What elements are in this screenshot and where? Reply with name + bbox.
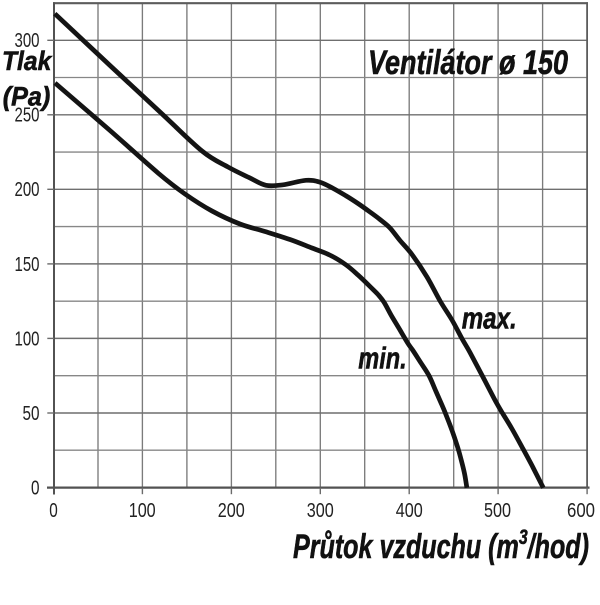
svg-text:(Pa): (Pa) xyxy=(3,81,51,111)
svg-text:Průtok vzduchu (m3/hod): Průtok vzduchu (m3/hod) xyxy=(293,525,589,566)
svg-text:100: 100 xyxy=(129,500,156,522)
svg-text:Ventilátor ø 150: Ventilátor ø 150 xyxy=(368,44,568,82)
svg-text:600: 600 xyxy=(567,500,595,522)
svg-text:150: 150 xyxy=(15,254,40,276)
svg-text:50: 50 xyxy=(23,403,40,425)
svg-text:min.: min. xyxy=(358,340,406,375)
svg-text:max.: max. xyxy=(462,300,517,335)
svg-text:0: 0 xyxy=(31,477,40,499)
svg-text:Tlak: Tlak xyxy=(2,46,53,76)
svg-text:250: 250 xyxy=(15,105,40,127)
svg-text:400: 400 xyxy=(396,500,423,522)
svg-text:200: 200 xyxy=(15,179,40,201)
svg-text:500: 500 xyxy=(484,500,511,522)
svg-text:100: 100 xyxy=(15,328,40,350)
svg-text:0: 0 xyxy=(49,500,58,522)
svg-text:300: 300 xyxy=(307,500,334,522)
svg-text:300: 300 xyxy=(15,30,40,52)
svg-text:200: 200 xyxy=(218,500,245,522)
